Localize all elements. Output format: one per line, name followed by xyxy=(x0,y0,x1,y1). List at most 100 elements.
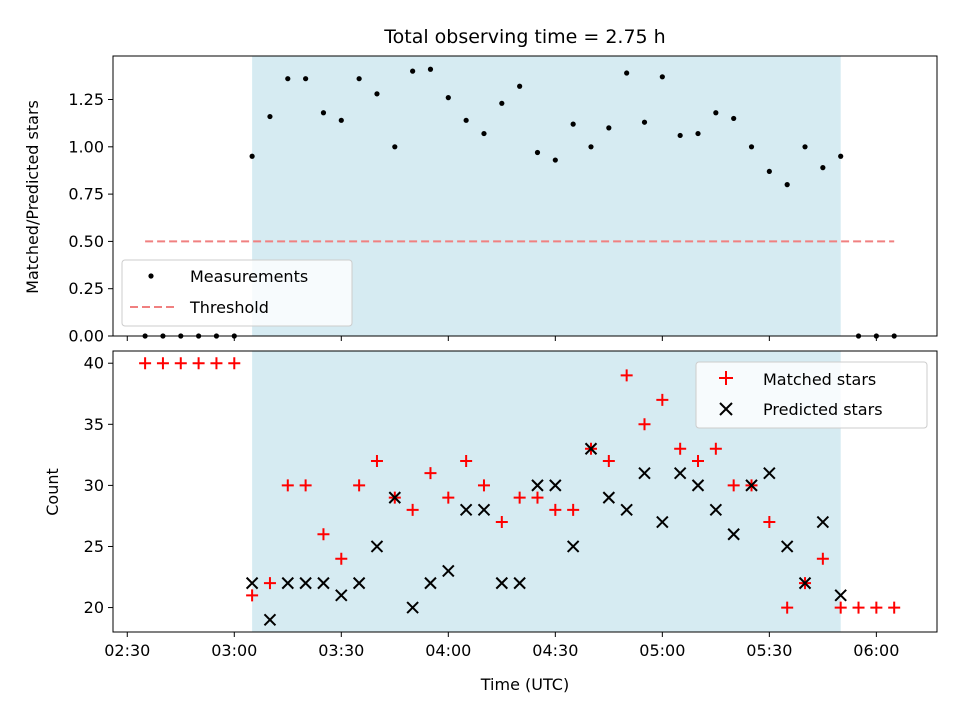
x-tick-label: 04:00 xyxy=(425,641,471,660)
y-tick-label: 0.50 xyxy=(68,232,104,251)
predicted-star-point xyxy=(620,503,633,517)
x-tick-label: 06:00 xyxy=(853,641,899,660)
measurement-point xyxy=(820,165,826,171)
predicted-star-point xyxy=(816,515,830,529)
measurement-point xyxy=(499,100,505,106)
predicted-star-point xyxy=(638,466,651,480)
measurement-point xyxy=(570,121,576,127)
legend-box xyxy=(695,361,928,429)
y-tick-label: 25 xyxy=(84,537,104,556)
x-tick-label: 03:00 xyxy=(211,641,257,660)
legend-label-measurements: Measurements xyxy=(190,267,308,286)
predicted-star-point xyxy=(406,601,419,614)
predicted-star-point xyxy=(459,503,473,517)
predicted-star-point xyxy=(424,576,437,590)
measurement-point xyxy=(695,130,701,137)
x-tick-label: 05:00 xyxy=(639,641,685,660)
matched-star-point xyxy=(192,357,205,370)
matched-star-point xyxy=(709,442,722,455)
measurement-point xyxy=(748,144,755,150)
predicted-star-point xyxy=(727,528,740,541)
measurement-point xyxy=(713,110,719,116)
predicted-star-point xyxy=(352,576,366,590)
matched-star-point xyxy=(139,357,152,370)
matched-star-point xyxy=(674,442,687,455)
matched-star-point xyxy=(281,479,294,492)
measurement-point xyxy=(463,117,469,123)
legend-label-matched: Matched stars xyxy=(763,370,876,389)
predicted-star-point xyxy=(709,503,723,517)
matched-star-point xyxy=(495,516,508,529)
predicted-star-point xyxy=(656,515,669,529)
y-tick-label: 0.75 xyxy=(68,185,104,204)
predicted-star-point xyxy=(317,576,330,590)
predicted-star-point xyxy=(691,479,705,492)
measurement-point xyxy=(249,153,255,159)
matched-star-point xyxy=(656,393,669,406)
matched-star-point xyxy=(638,418,651,431)
x-tick-label: 05:30 xyxy=(746,641,792,660)
measurement-point xyxy=(838,153,844,159)
predicted-star-point xyxy=(763,466,776,480)
y-tick-label: 35 xyxy=(84,415,104,434)
predicted-star-point xyxy=(513,576,526,590)
matched-star-point xyxy=(228,357,241,370)
y-axis-ticks: 20 25 30 35 40 xyxy=(84,354,113,617)
measurement-point xyxy=(784,182,790,188)
predicted-star-point xyxy=(780,540,794,553)
matched-star-point xyxy=(370,454,383,467)
predicted-star-point xyxy=(370,540,384,553)
legend: Matched stars Predicted stars xyxy=(695,361,928,429)
matched-star-point xyxy=(602,454,615,467)
predicted-star-point xyxy=(281,576,294,590)
predicted-star-points xyxy=(245,442,847,626)
legend-label-threshold: Threshold xyxy=(189,298,269,317)
y-axis-ticks: 0.00 0.25 0.50 0.75 1.00 1.25 xyxy=(68,90,113,346)
matched-star-point xyxy=(460,454,473,467)
predicted-star-point xyxy=(245,576,259,590)
matched-star-point xyxy=(531,491,544,504)
matched-star-point xyxy=(549,503,562,516)
predicted-star-point xyxy=(673,466,687,480)
ratio-panel: 0.00 0.25 0.50 0.75 1.00 1.25 Matched/Predict… xyxy=(23,55,938,346)
matched-star-point xyxy=(353,479,366,492)
x-tick-label: 02:30 xyxy=(104,641,150,660)
matched-star-point xyxy=(299,479,312,492)
measurement-point xyxy=(481,130,487,137)
measurement-point xyxy=(392,144,398,150)
y-axis-label: Matched/Predicted stars xyxy=(23,100,42,294)
legend-box xyxy=(121,259,353,327)
predicted-star-point xyxy=(834,589,847,602)
measurement-point xyxy=(267,113,273,120)
matched-star-point xyxy=(210,357,223,370)
measurement-point xyxy=(410,68,416,74)
predicted-star-point xyxy=(745,479,758,492)
matched-star-point xyxy=(513,491,526,504)
matched-star-point xyxy=(727,479,740,492)
measurement-point xyxy=(802,144,808,150)
matched-star-point xyxy=(816,552,829,565)
matched-star-point xyxy=(870,601,883,614)
measurement-point xyxy=(659,74,665,80)
predicted-star-point xyxy=(495,576,509,590)
legend: Measurements Threshold xyxy=(121,259,353,327)
measurement-point xyxy=(338,117,344,123)
y-tick-label: 0.25 xyxy=(68,279,104,298)
chart-title: Total observing time = 2.75 h xyxy=(383,26,665,48)
matched-star-point xyxy=(763,516,776,529)
legend-marker-matched xyxy=(719,371,733,385)
matched-star-point xyxy=(442,491,455,504)
axes-frame xyxy=(112,350,938,633)
predicted-star-point xyxy=(549,479,562,492)
predicted-star-point xyxy=(602,491,616,504)
x-axis-ticks: 02:30 03:00 03:30 04:00 04:30 05:00 05:30 06:00 xyxy=(104,632,899,660)
predicted-star-point xyxy=(566,540,580,553)
matched-star-point xyxy=(781,601,794,614)
legend-marker-predicted xyxy=(719,402,733,416)
predicted-star-point xyxy=(299,576,312,590)
predicted-star-point xyxy=(388,491,402,504)
matched-star-point xyxy=(692,454,705,467)
measurement-point xyxy=(356,76,362,82)
measurement-point xyxy=(303,76,309,82)
